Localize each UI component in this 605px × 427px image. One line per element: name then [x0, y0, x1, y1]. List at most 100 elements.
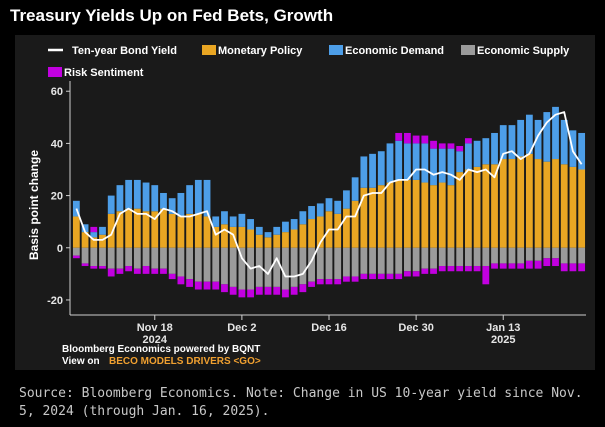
- bar-risk: [255, 286, 263, 295]
- bar-demand: [229, 216, 237, 227]
- bar-monetary: [534, 159, 542, 248]
- bar-risk: [247, 289, 254, 298]
- bar-risk: [316, 279, 324, 285]
- bar-demand: [499, 125, 507, 160]
- bar-supply: [525, 247, 533, 261]
- bar-demand: [133, 179, 141, 209]
- bar-monetary: [247, 229, 254, 248]
- bar-supply: [316, 247, 324, 280]
- bar-supply: [177, 247, 185, 277]
- x-tick-label: Jan 13: [486, 322, 520, 334]
- bar-monetary: [404, 179, 411, 248]
- bar-monetary: [543, 161, 551, 248]
- bar-monetary: [299, 224, 307, 248]
- bar-supply: [221, 247, 228, 285]
- bar-risk: [404, 271, 411, 277]
- x-tick-label: Dec 2: [227, 322, 256, 334]
- bar-monetary: [90, 237, 98, 248]
- bar-risk: [552, 258, 559, 267]
- bar-demand: [282, 221, 289, 233]
- x-tick-label: Dec 16: [311, 322, 346, 334]
- bar-demand: [125, 179, 133, 209]
- bar-risk: [264, 286, 272, 295]
- bar-demand: [203, 179, 211, 217]
- bar-supply: [299, 247, 307, 285]
- bar-monetary: [151, 211, 159, 248]
- bar-risk: [299, 284, 307, 293]
- bar-supply: [473, 247, 481, 267]
- bar-risk: [282, 289, 289, 298]
- bar-risk-positive: [404, 132, 411, 144]
- bar-demand: [438, 148, 446, 183]
- bar-supply: [133, 247, 141, 269]
- bar-supply: [578, 247, 586, 264]
- bar-supply: [334, 247, 342, 280]
- bar-supply: [438, 247, 446, 267]
- x-tick-year: 2025: [491, 334, 515, 346]
- bar-supply: [90, 247, 98, 267]
- bar-demand: [151, 185, 159, 212]
- bar-risk: [160, 268, 167, 274]
- bar-monetary: [473, 166, 481, 248]
- bar-supply: [229, 247, 237, 287]
- bar-risk-positive: [430, 140, 437, 149]
- bar-demand: [473, 140, 481, 167]
- legend-label-risk: Risk Sentiment: [64, 67, 144, 79]
- bar-demand: [552, 106, 559, 160]
- bar-demand: [99, 226, 106, 235]
- bar-risk: [221, 284, 228, 293]
- bar-monetary: [168, 213, 176, 248]
- bar-risk: [186, 279, 194, 287]
- bar-demand: [107, 195, 115, 214]
- bar-monetary: [229, 226, 237, 248]
- bar-monetary: [116, 211, 124, 248]
- credit-link[interactable]: BECO MODELS DRIVERS <GO>: [109, 356, 261, 367]
- bar-monetary: [552, 159, 559, 248]
- bar-demand: [221, 211, 228, 225]
- y-axis-label: Basis point change: [27, 150, 41, 260]
- bar-supply: [264, 247, 272, 287]
- bar-risk: [229, 286, 237, 295]
- bar-risk: [438, 266, 446, 272]
- bar-monetary: [456, 172, 464, 248]
- bar-risk: [369, 273, 376, 280]
- source-note: Source: Bloomberg Economics. Note: Chang…: [19, 386, 583, 419]
- bar-monetary: [125, 208, 133, 248]
- bar-monetary: [282, 232, 289, 248]
- bar-supply: [491, 247, 498, 264]
- bar-risk-positive: [464, 138, 472, 144]
- y-tick-label: 20: [51, 191, 63, 203]
- bar-risk: [517, 263, 525, 269]
- bar-supply: [194, 247, 202, 282]
- y-tick-label: -20: [47, 295, 63, 307]
- bar-risk: [273, 286, 281, 295]
- bar-risk: [430, 268, 437, 274]
- chart-title: Treasury Yields Up on Fed Bets, Growth: [10, 6, 334, 25]
- bar-risk-positive: [421, 135, 429, 144]
- bar-monetary: [255, 234, 263, 248]
- bar-monetary: [412, 179, 420, 248]
- bar-risk: [508, 263, 516, 269]
- legend-label-demand: Economic Demand: [345, 45, 444, 57]
- bar-risk: [308, 281, 315, 287]
- bar-supply: [569, 247, 577, 264]
- bar-supply: [360, 247, 368, 274]
- bar-demand: [508, 125, 516, 160]
- bar-supply: [168, 247, 176, 274]
- bar-supply: [386, 247, 394, 274]
- bar-monetary: [290, 229, 298, 248]
- bar-risk: [325, 279, 333, 285]
- bar-monetary: [160, 208, 167, 248]
- bar-demand: [334, 200, 342, 214]
- bar-supply: [308, 247, 315, 282]
- bar-monetary: [81, 232, 89, 248]
- bar-risk-positive: [456, 146, 464, 152]
- bar-monetary: [177, 216, 185, 248]
- bar-demand: [299, 211, 307, 225]
- bar-risk: [107, 268, 115, 277]
- bar-risk: [116, 268, 124, 274]
- bar-demand: [81, 224, 89, 233]
- bar-demand: [316, 203, 324, 217]
- credit-line-1: Bloomberg Economics powered by BQNT: [62, 344, 260, 355]
- legend-swatch-monetary: [202, 45, 216, 55]
